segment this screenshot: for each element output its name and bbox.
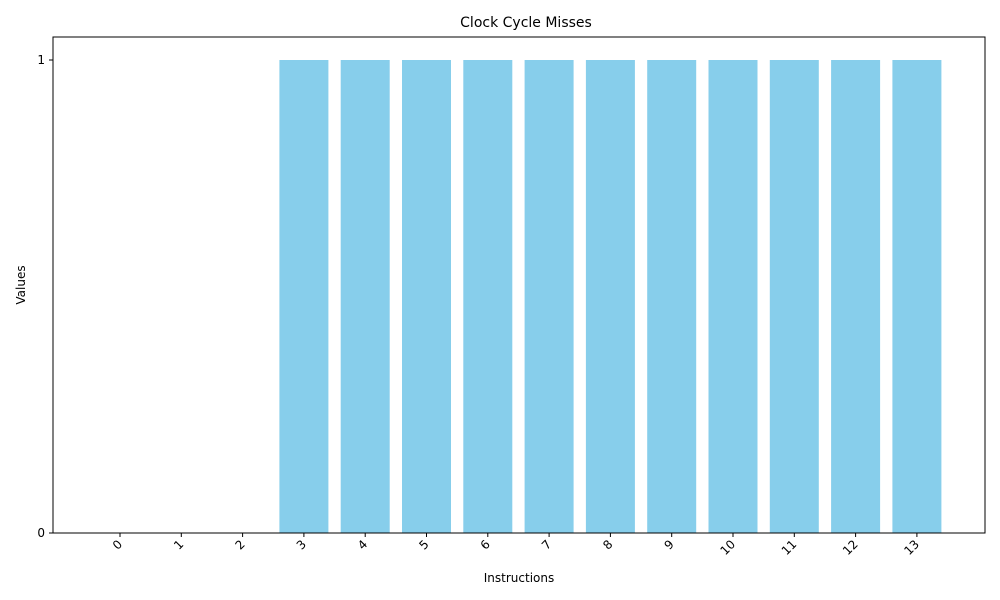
bar-11	[769, 60, 819, 533]
y-tick-label-0: 0	[37, 526, 45, 540]
y-ticks-group: 01	[37, 53, 53, 540]
bar-3	[279, 60, 329, 533]
y-axis-label: Values	[14, 265, 28, 304]
bar-5	[402, 60, 451, 533]
x-axis-label: Instructions	[484, 571, 554, 585]
y-tick-label-1: 1	[37, 53, 45, 67]
bar-13	[892, 60, 942, 533]
bar-9	[647, 60, 697, 533]
bar-4	[340, 60, 390, 533]
bar-12	[831, 60, 881, 533]
bars-group	[279, 60, 942, 533]
bar-10	[708, 60, 758, 533]
plot-frame	[52, 36, 986, 534]
bar-8	[585, 60, 635, 533]
bar-7	[524, 60, 574, 533]
bar-6	[463, 60, 513, 533]
chart-title: Clock Cycle Misses	[460, 15, 592, 31]
